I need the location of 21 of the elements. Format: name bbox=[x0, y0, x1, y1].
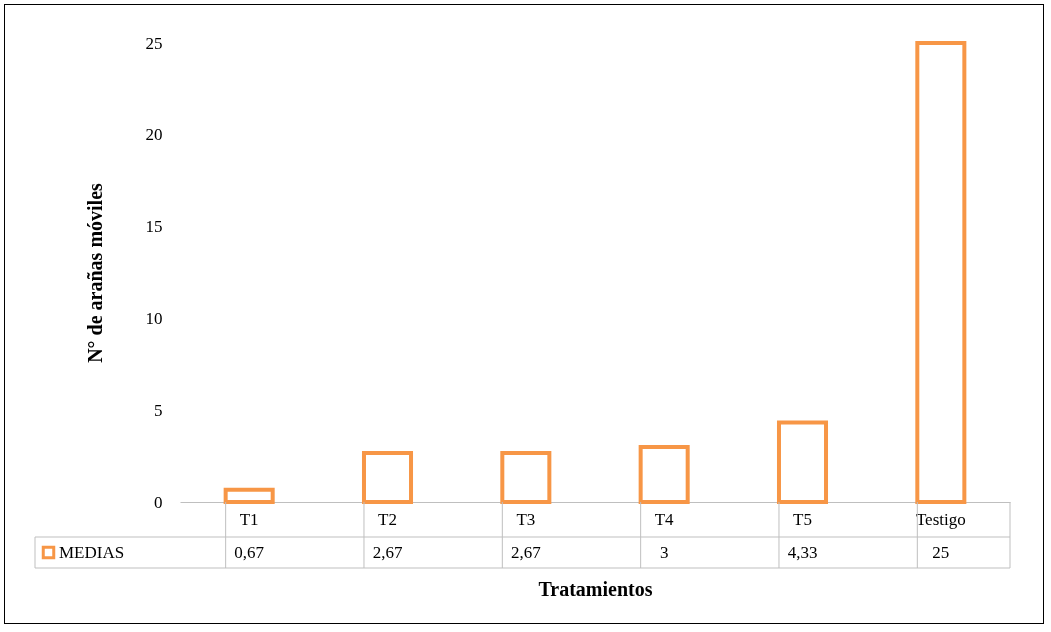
y-tick-label: 10 bbox=[145, 308, 163, 328]
data-label: 4,33 bbox=[787, 543, 818, 562]
data-label: 2,67 bbox=[372, 543, 403, 562]
y-axis-title: N° de arañas móviles bbox=[83, 182, 106, 363]
data-label: 0,67 bbox=[234, 543, 265, 562]
y-tick-label: 5 bbox=[154, 400, 163, 420]
x-tick-label: T1 bbox=[239, 509, 259, 529]
legend-label: MEDIAS bbox=[59, 542, 125, 562]
data-label: 2,67 bbox=[510, 543, 542, 562]
y-tick-label: 0 bbox=[154, 492, 163, 512]
x-tick-label: T4 bbox=[654, 509, 675, 529]
data-label: 3 bbox=[659, 543, 669, 562]
x-tick-label: T5 bbox=[793, 509, 812, 529]
data-label: 25 bbox=[932, 543, 950, 562]
y-tick-label: 15 bbox=[145, 217, 163, 237]
x-axis-title: Tratamientos bbox=[538, 577, 653, 600]
x-tick-label: Testigo bbox=[915, 509, 966, 529]
x-tick-label: T3 bbox=[516, 509, 536, 529]
y-tick-label: 20 bbox=[145, 125, 163, 145]
x-tick-label: T2 bbox=[378, 509, 397, 529]
y-tick-label: 25 bbox=[145, 33, 163, 53]
